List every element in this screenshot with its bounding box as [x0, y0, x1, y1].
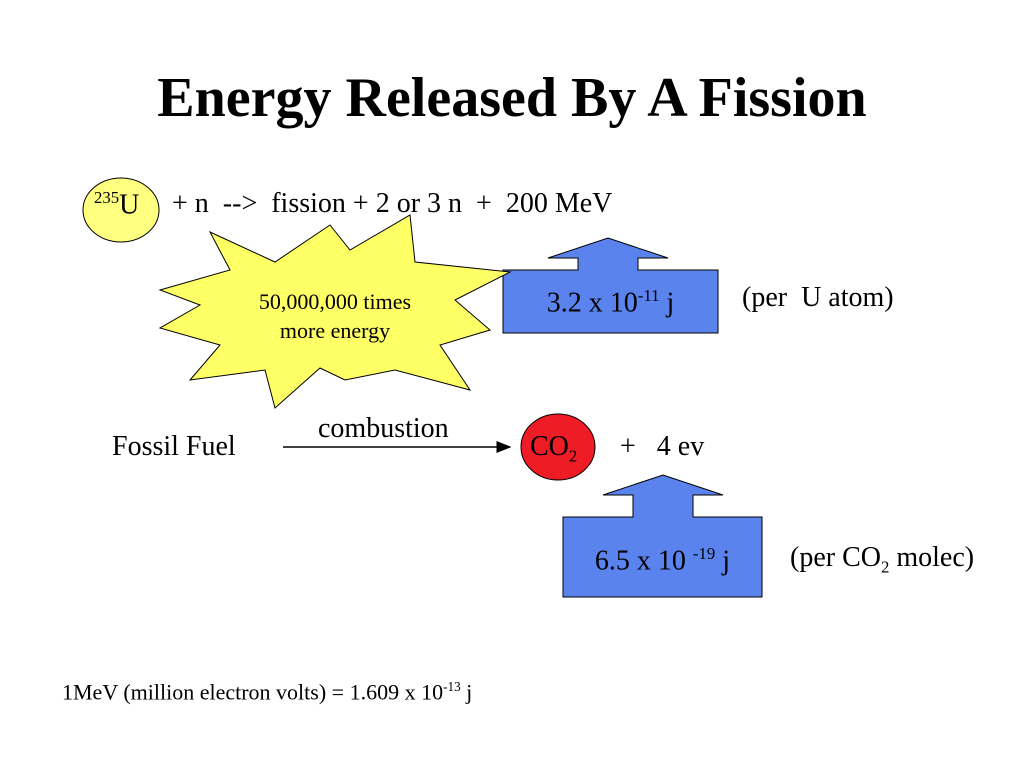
fission-energy: 3.2 x 10-11 j	[503, 286, 718, 319]
fission-note: (per U atom)	[742, 282, 894, 313]
starburst	[158, 214, 512, 409]
mass-number: 235	[94, 188, 120, 207]
exponent: -11	[637, 286, 660, 305]
uranium: 235U	[94, 188, 140, 221]
combustion-reaction: + 4 ev	[620, 431, 705, 462]
uranium-circle	[82, 177, 160, 243]
combustion-note: (per CO2 molec)	[790, 544, 974, 576]
co2-circle	[520, 413, 596, 481]
product: CO2	[530, 433, 577, 465]
symbol: U	[119, 189, 140, 221]
callout: 50,000,000 times more energy	[220, 288, 450, 345]
subscript: 2	[568, 446, 578, 466]
subscript: 2	[880, 557, 890, 577]
arrow-label: combustion	[318, 413, 449, 444]
footnote: 1MeV (million electron volts) = 1.609 x …	[62, 680, 472, 703]
energy-arrow-combustion	[562, 474, 763, 598]
title: Energy Released By A Fission	[157, 67, 867, 129]
fission-reaction: + n --> fission + 2 or 3 n + 200 MeV	[172, 188, 613, 219]
product-name: CO	[530, 431, 569, 462]
unit: j	[460, 679, 473, 705]
exponent: -19	[692, 544, 716, 563]
unit: j	[659, 287, 675, 319]
base: 3.2 x 10	[546, 287, 638, 319]
base: 6.5 x 10	[594, 545, 693, 577]
callout-line: 50,000,000 times	[258, 289, 412, 314]
unit: j	[715, 545, 731, 577]
callout-line: more energy	[279, 317, 391, 343]
exponent: -13	[443, 679, 461, 694]
note-text: molec)	[889, 542, 975, 573]
base: 1MeV (million electron volts) = 1.609 x …	[62, 679, 444, 705]
energy-arrow-fission	[502, 237, 719, 334]
combustion-energy: 6.5 x 10 -19 j	[563, 544, 762, 577]
note-text: (per CO	[790, 542, 881, 573]
reactant: Fossil Fuel	[112, 431, 236, 462]
